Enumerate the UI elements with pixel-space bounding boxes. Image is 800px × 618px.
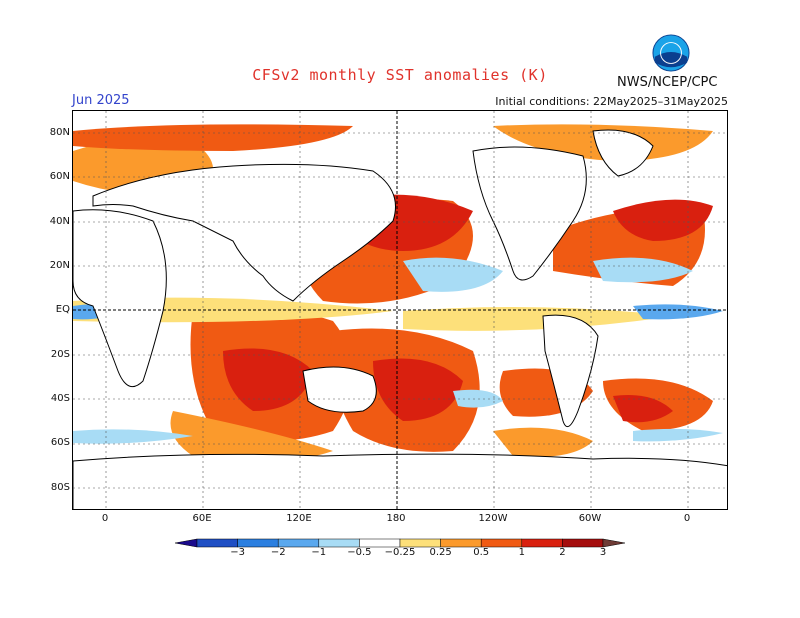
lat-label-80n: 80N <box>49 127 70 138</box>
colorbar-end-high <box>602 538 625 548</box>
colorbar-tick-label: 0.5 <box>473 547 490 558</box>
map-title: CFSv2 monthly SST anomalies (K) <box>252 66 548 84</box>
colorbar-bin <box>480 538 523 548</box>
lon-label-60e: 60E <box>192 513 212 524</box>
lon-label-120w: 120W <box>478 513 508 524</box>
lat-label-40n: 40N <box>49 216 70 227</box>
noaa-logo-icon <box>652 34 690 72</box>
colorbar-legend <box>175 538 625 548</box>
lat-label-40s: 40S <box>50 393 70 404</box>
lon-label-120e: 120E <box>286 513 312 524</box>
landmasses <box>73 129 727 509</box>
lon-label-60w: 60W <box>578 513 602 524</box>
colorbar-bin <box>318 538 360 548</box>
colorbar-tick-label: 3 <box>599 547 607 558</box>
colorbar-bin <box>277 538 320 548</box>
colorbar-tick-label: −0.25 <box>384 547 416 558</box>
agency-label: NWS/NCEP/CPC <box>617 75 718 90</box>
colorbar-bin <box>399 538 441 548</box>
month-label: Jun 2025 <box>72 93 130 108</box>
colorbar-bin <box>196 538 238 548</box>
lat-label-60s: 60S <box>50 437 70 448</box>
colorbar-tick-label: −0.5 <box>347 547 372 558</box>
colorbar-tick-label: 1 <box>518 547 525 558</box>
colorbar-tick-label: 0.25 <box>429 547 452 558</box>
colorbar-tick-label: −3 <box>230 547 245 558</box>
lat-label-20s: 20S <box>50 349 70 360</box>
lon-label-180: 180 <box>386 513 406 524</box>
colorbar-bin <box>521 538 563 548</box>
graticule <box>73 111 727 509</box>
lat-label-80s: 80S <box>50 482 70 493</box>
colorbar-bin <box>562 538 604 548</box>
colorbar-tick-label: −1 <box>311 547 327 558</box>
colorbar-bin <box>237 538 279 548</box>
lat-label-60n: 60N <box>49 171 70 182</box>
colorbar-bin <box>440 538 482 548</box>
equator-dateline <box>73 111 727 509</box>
lon-label-0: 0 <box>101 513 109 524</box>
colorbar-bin <box>359 538 401 548</box>
lat-label-eq: EQ <box>55 304 70 315</box>
colorbar-tick-label: −2 <box>270 547 286 558</box>
lat-label-20n: 20N <box>49 260 70 271</box>
lon-label-0-east: 0 <box>683 513 691 524</box>
colorbar-tick-label: 2 <box>559 547 566 558</box>
sst-anomaly-map <box>72 110 728 510</box>
initial-conditions-label: Initial conditions: 22May2025–31May2025 <box>495 95 728 108</box>
colorbar-end-low <box>175 538 198 548</box>
